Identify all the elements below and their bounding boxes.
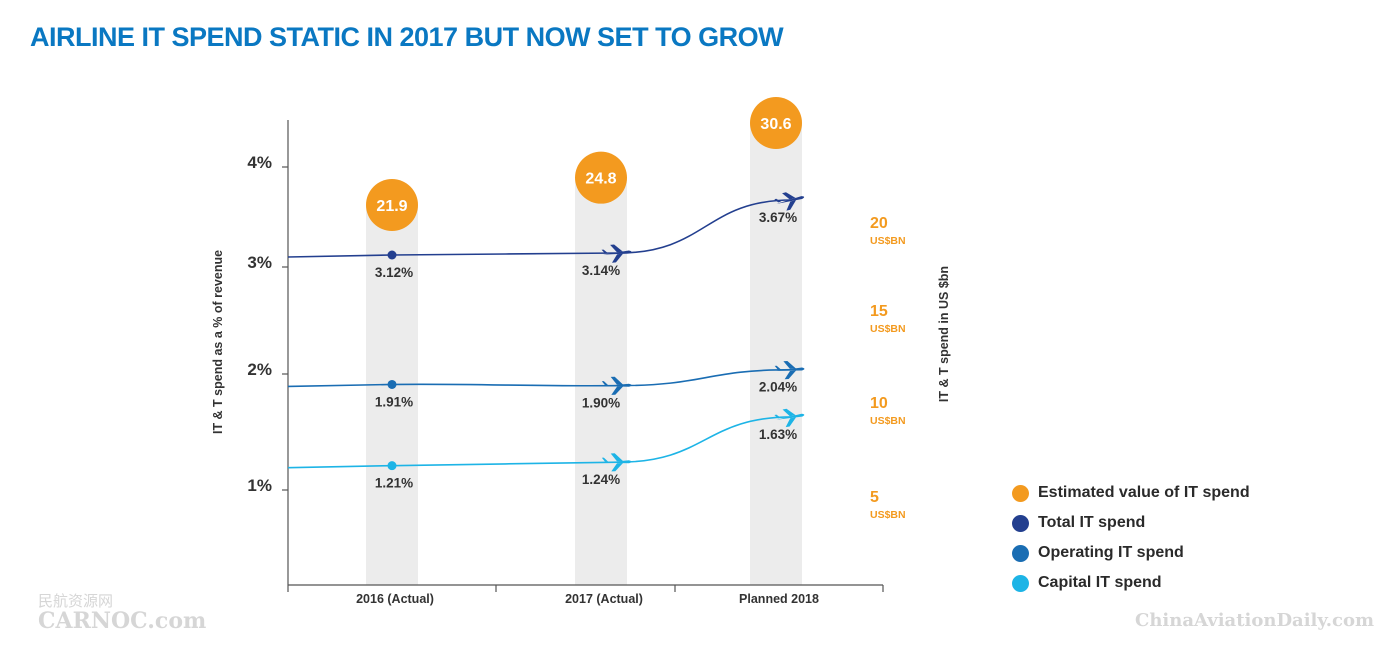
y-tick-label-1: 2% (247, 360, 272, 379)
legend-item-operating: Operating IT spend (1012, 538, 1250, 568)
data-label-total-2: 3.67% (759, 210, 797, 225)
legend-swatch-capital (1012, 574, 1029, 592)
chart-title: AIRLINE IT SPEND STATIC IN 2017 BUT NOW … (30, 22, 784, 52)
series-line-capital (287, 416, 793, 469)
plane-body (776, 367, 805, 371)
plane-tail (774, 198, 782, 203)
series-line-total (287, 199, 793, 258)
right-tick-value-2: 10 (870, 395, 888, 412)
right-tick-unit-2: US$BN (870, 415, 906, 427)
plane-wing-top (610, 244, 623, 253)
plane-wing-bottom (611, 386, 624, 395)
data-label-capital-2: 1.63% (759, 427, 797, 442)
data-label-capital-1: 1.24% (582, 472, 620, 487)
plane-marker-capital-1 (601, 453, 632, 472)
watermark-right: ChinaAviationDaily.com (1135, 610, 1375, 631)
bubble-label-2: 30.6 (760, 116, 791, 133)
watermark-left-en: CARNOC.com (38, 608, 207, 634)
plane-marker-operating-2 (774, 361, 805, 380)
bubble-estimated-2 (750, 97, 802, 149)
plane-wing-top (782, 408, 796, 417)
legend-swatch-operating (1012, 544, 1029, 562)
legend-item-capital: Capital IT spend (1012, 568, 1250, 598)
data-label-operating-2: 2.04% (759, 380, 797, 395)
right-tick-value-3: 5 (870, 489, 879, 506)
legend-label-total: Total IT spend (1038, 514, 1146, 531)
plane-body (776, 196, 805, 204)
y-tick-label-3: 4% (247, 153, 272, 172)
legend-swatch-total (1012, 514, 1029, 532)
bubble-estimated-0 (366, 179, 418, 231)
plane-wing-bottom (611, 463, 624, 472)
plane-body (603, 460, 632, 464)
legend-item-total: Total IT spend (1012, 508, 1250, 538)
plane-body (776, 413, 805, 420)
bubble-label-1: 24.8 (585, 171, 616, 188)
watermark-left-cn: 民航资源网 (38, 592, 114, 610)
x-tick-label-1: 2017 (Actual) (565, 592, 643, 606)
plane-marker-capital-2 (774, 408, 805, 428)
y-tick-label-0: 1% (247, 476, 272, 495)
plane-body (603, 383, 632, 387)
data-label-capital-0: 1.21% (375, 476, 413, 491)
plane-wing-top (782, 192, 796, 200)
plane-wing-bottom (785, 417, 797, 428)
right-tick-value-1: 15 (870, 303, 888, 320)
plane-wing-top (610, 453, 623, 462)
plane-body (603, 250, 632, 255)
plane-wing-bottom (611, 253, 624, 263)
legend-label-capital: Capital IT spend (1038, 574, 1162, 591)
plane-wing-top (610, 376, 623, 385)
legend-label-operating: Operating IT spend (1038, 544, 1184, 561)
right-tick-unit-1: US$BN (870, 323, 906, 335)
plane-tail (601, 249, 608, 254)
data-label-total-1: 3.14% (582, 263, 620, 278)
plane-tail (601, 457, 608, 462)
bubble-label-0: 21.9 (376, 198, 407, 215)
right-axis-title: IT & T spend in US $bn (937, 266, 951, 402)
y-axis-title: IT & T spend as a % of revenue (211, 250, 225, 434)
plane-tail (601, 381, 608, 386)
data-point-operating-0 (387, 379, 397, 389)
legend-item-estimated: Estimated value of IT spend (1012, 478, 1250, 508)
y-tick-label-2: 3% (247, 253, 272, 272)
plane-wing-bottom (784, 370, 797, 380)
legend-swatch-estimated (1012, 484, 1029, 502)
legend-label-estimated: Estimated value of IT spend (1038, 484, 1250, 501)
right-tick-value-0: 20 (870, 215, 888, 232)
data-label-total-0: 3.12% (375, 265, 413, 280)
plane-wing-bottom (786, 200, 797, 211)
x-tick-label-2: Planned 2018 (739, 592, 819, 606)
data-label-operating-0: 1.91% (375, 394, 413, 409)
plane-wing-top (783, 361, 796, 369)
x-tick-label-0: 2016 (Actual) (356, 592, 434, 606)
plane-tail (774, 365, 781, 370)
right-tick-unit-0: US$BN (870, 235, 906, 247)
series-line-operating (287, 368, 793, 388)
legend: Estimated value of IT spend Total IT spe… (1012, 478, 1250, 598)
plane-marker-operating-1 (601, 376, 632, 395)
plane-marker-total-2 (774, 192, 805, 211)
data-label-operating-1: 1.90% (582, 396, 620, 411)
column-0 (366, 205, 418, 585)
data-point-total-0 (387, 250, 397, 260)
plane-tail (774, 414, 781, 419)
right-tick-unit-3: US$BN (870, 509, 906, 521)
plane-marker-total-1 (601, 244, 632, 263)
column-2 (750, 123, 802, 585)
bubble-estimated-1 (575, 151, 627, 204)
data-point-capital-0 (387, 461, 397, 471)
